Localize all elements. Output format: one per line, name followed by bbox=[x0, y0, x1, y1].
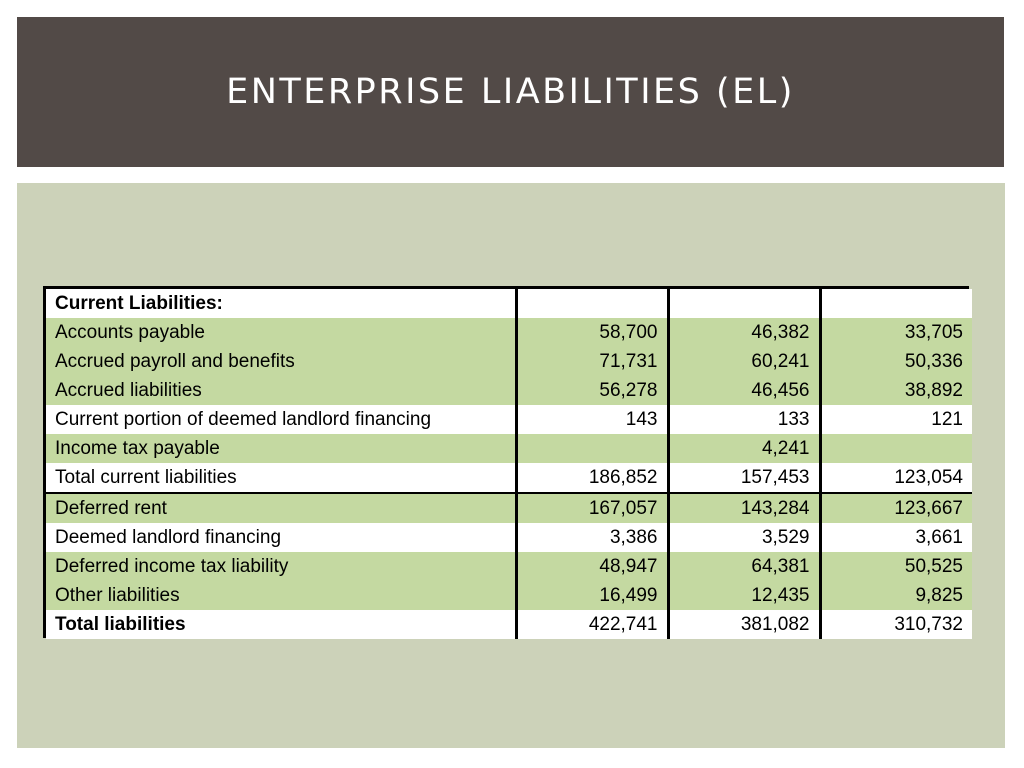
row-label: Accrued payroll and benefits bbox=[46, 347, 516, 376]
value-cell bbox=[818, 434, 972, 463]
value-cell: 143 bbox=[514, 405, 668, 434]
value-cell: 3,661 bbox=[818, 523, 972, 552]
table-row: Accrued liabilities 56,278 46,456 38,892 bbox=[46, 376, 972, 405]
row-label: Accounts payable bbox=[46, 318, 516, 347]
row-label: Deferred income tax liability bbox=[46, 552, 516, 581]
table-row: Deemed landlord financing 3,386 3,529 3,… bbox=[46, 523, 972, 552]
table-row: Accounts payable 58,700 46,382 33,705 bbox=[46, 318, 972, 347]
value-cell: 64,381 bbox=[666, 552, 820, 581]
table-row: Deferred rent 167,057 143,284 123,667 bbox=[46, 492, 972, 523]
liabilities-table: Current Liabilities: Accounts payable 58… bbox=[43, 286, 972, 639]
header-cell bbox=[666, 289, 820, 318]
table-row: Total current liabilities 186,852 157,45… bbox=[46, 463, 972, 493]
value-cell bbox=[514, 434, 668, 463]
slide-title: ENTERPRISE LIABILITIES (EL) bbox=[226, 72, 795, 112]
row-label: Current Liabilities: bbox=[46, 289, 516, 318]
table-row: Income tax payable 4,241 bbox=[46, 434, 972, 463]
value-cell: 48,947 bbox=[514, 552, 668, 581]
value-cell: 121 bbox=[818, 405, 972, 434]
value-cell: 46,456 bbox=[666, 376, 820, 405]
value-cell: 60,241 bbox=[666, 347, 820, 376]
value-cell: 167,057 bbox=[514, 492, 668, 523]
value-cell: 16,499 bbox=[514, 581, 668, 610]
row-label: Other liabilities bbox=[46, 581, 516, 610]
value-cell: 33,705 bbox=[818, 318, 972, 347]
value-cell: 71,731 bbox=[514, 347, 668, 376]
row-label: Total liabilities bbox=[46, 610, 516, 639]
value-cell: 186,852 bbox=[514, 463, 668, 493]
title-bar: ENTERPRISE LIABILITIES (EL) bbox=[17, 17, 1004, 167]
value-cell: 50,525 bbox=[818, 552, 972, 581]
value-cell: 50,336 bbox=[818, 347, 972, 376]
value-cell: 3,529 bbox=[666, 523, 820, 552]
row-label: Total current liabilities bbox=[46, 463, 516, 493]
value-cell: 38,892 bbox=[818, 376, 972, 405]
table-row: Current portion of deemed landlord finan… bbox=[46, 405, 972, 434]
value-cell: 4,241 bbox=[666, 434, 820, 463]
row-label: Income tax payable bbox=[46, 434, 516, 463]
value-cell: 9,825 bbox=[818, 581, 972, 610]
row-label: Deferred rent bbox=[46, 492, 516, 523]
value-cell: 422,741 bbox=[514, 610, 668, 639]
value-cell: 133 bbox=[666, 405, 820, 434]
row-label: Accrued liabilities bbox=[46, 376, 516, 405]
table-row: Other liabilities 16,499 12,435 9,825 bbox=[46, 581, 972, 610]
value-cell: 381,082 bbox=[666, 610, 820, 639]
header-cell bbox=[514, 289, 668, 318]
value-cell: 12,435 bbox=[666, 581, 820, 610]
value-cell: 56,278 bbox=[514, 376, 668, 405]
value-cell: 3,386 bbox=[514, 523, 668, 552]
value-cell: 58,700 bbox=[514, 318, 668, 347]
table-row: Deferred income tax liability 48,947 64,… bbox=[46, 552, 972, 581]
value-cell: 157,453 bbox=[666, 463, 820, 493]
table-header-row: Current Liabilities: bbox=[46, 289, 972, 318]
value-cell: 123,054 bbox=[818, 463, 972, 493]
row-label: Current portion of deemed landlord finan… bbox=[46, 405, 516, 434]
table-total-row: Total liabilities 422,741 381,082 310,73… bbox=[46, 610, 972, 639]
value-cell: 143,284 bbox=[666, 492, 820, 523]
value-cell: 46,382 bbox=[666, 318, 820, 347]
table-row: Accrued payroll and benefits 71,731 60,2… bbox=[46, 347, 972, 376]
header-cell bbox=[818, 289, 972, 318]
value-cell: 123,667 bbox=[818, 492, 972, 523]
value-cell: 310,732 bbox=[818, 610, 972, 639]
row-label: Deemed landlord financing bbox=[46, 523, 516, 552]
